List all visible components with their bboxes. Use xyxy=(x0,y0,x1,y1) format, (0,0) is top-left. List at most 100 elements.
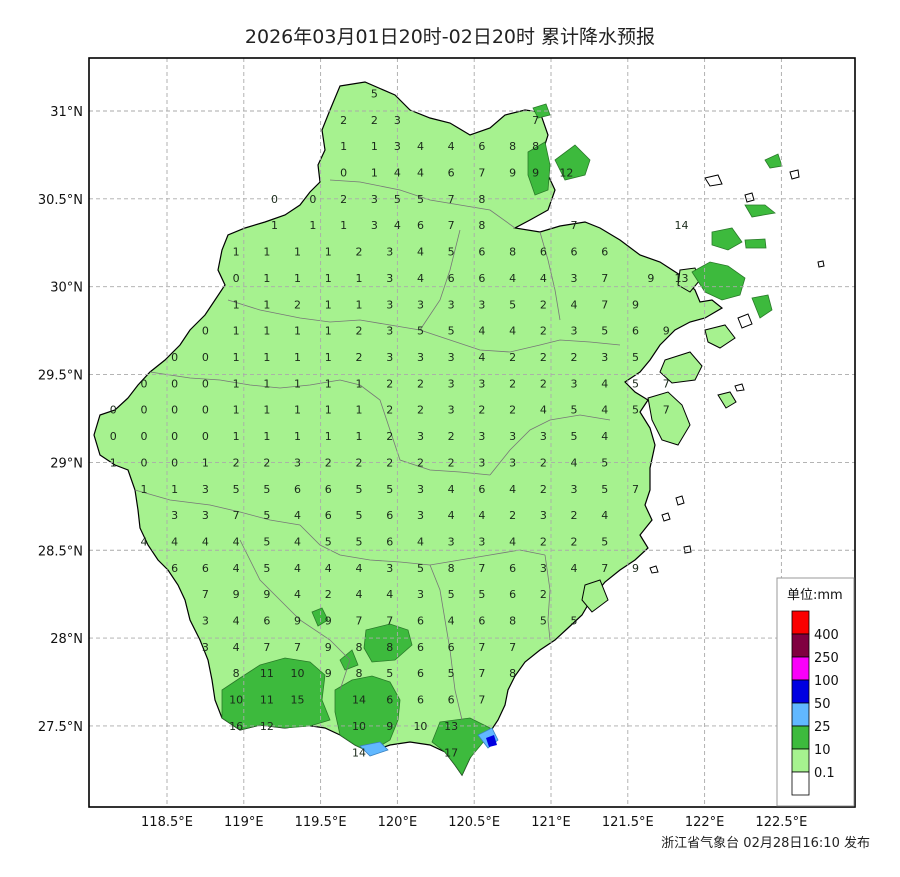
lon-label: 119.5°E xyxy=(295,815,347,830)
station-value: 6 xyxy=(263,615,270,628)
lon-label: 121.5°E xyxy=(602,815,654,830)
station-value: 6 xyxy=(386,509,393,522)
station-value: 6 xyxy=(386,694,393,707)
station-value: 1 xyxy=(294,351,301,364)
station-value: 6 xyxy=(386,535,393,548)
station-value: 3 xyxy=(478,430,485,443)
legend-swatch xyxy=(791,725,810,750)
station-value: 2 xyxy=(386,456,393,469)
map-frame xyxy=(88,57,856,808)
station-value: 2 xyxy=(325,456,332,469)
station-value: 9 xyxy=(632,562,639,575)
station-value: 5 xyxy=(632,377,639,390)
station-value: 3 xyxy=(540,509,547,522)
islands xyxy=(581,267,737,613)
station-value: 3 xyxy=(371,193,378,206)
station-value: 0 xyxy=(110,430,117,443)
station-value: 3 xyxy=(571,483,578,496)
station-value: 8 xyxy=(509,615,516,628)
station-value: 1 xyxy=(325,246,332,259)
station-value: 0 xyxy=(140,456,147,469)
legend-swatch xyxy=(791,610,810,635)
station-value: 1 xyxy=(263,298,270,311)
station-value: 2 xyxy=(371,114,378,127)
station-value: 3 xyxy=(417,588,424,601)
station-value: 7 xyxy=(478,166,485,179)
station-value: 1 xyxy=(233,351,240,364)
station-value: 5 xyxy=(448,667,455,680)
station-value: 4 xyxy=(509,535,516,548)
station-value: 1 xyxy=(371,140,378,153)
longitude-labels: 118.5°E 119°E 119.5°E 120°E 120.5°E 121°E 121.… xyxy=(141,815,807,830)
station-value: 4 xyxy=(601,377,608,390)
lat-label: 29°N xyxy=(50,456,83,471)
lat-label: 30.5°N xyxy=(38,193,83,208)
station-value: 6 xyxy=(540,246,547,259)
legend-swatch xyxy=(791,771,810,796)
station-value: 0 xyxy=(309,193,316,206)
station-value: 4 xyxy=(448,140,455,153)
legend-label: 10 xyxy=(814,743,831,758)
station-value: 1 xyxy=(294,430,301,443)
station-value: 1 xyxy=(233,404,240,417)
station-value: 1 xyxy=(233,246,240,259)
station-value: 8 xyxy=(356,667,363,680)
legend-label: 400 xyxy=(814,628,839,643)
station-value: 3 xyxy=(571,272,578,285)
station-value: 2 xyxy=(417,377,424,390)
station-value: 3 xyxy=(294,456,301,469)
station-value: 1 xyxy=(263,351,270,364)
station-value: 3 xyxy=(448,377,455,390)
station-value: 1 xyxy=(294,325,301,338)
legend-swatch xyxy=(791,633,810,658)
station-value: 4 xyxy=(356,588,363,601)
station-value: 6 xyxy=(417,641,424,654)
station-value: 2 xyxy=(340,193,347,206)
lon-label: 121°E xyxy=(531,815,571,830)
legend-swatch xyxy=(791,702,810,727)
station-value: 3 xyxy=(601,351,608,364)
station-value: 6 xyxy=(571,246,578,259)
station-value: 2 xyxy=(448,430,455,443)
station-value: 0 xyxy=(202,430,209,443)
station-value: 4 xyxy=(386,588,393,601)
station-value: 1 xyxy=(356,272,363,285)
station-value: 5 xyxy=(448,325,455,338)
station-value: 8 xyxy=(509,140,516,153)
station-value: 5 xyxy=(263,535,270,548)
station-value: 4 xyxy=(294,535,301,548)
station-value: 0 xyxy=(202,351,209,364)
station-value: 4 xyxy=(448,483,455,496)
small-islands xyxy=(649,169,825,574)
station-value: 5 xyxy=(356,509,363,522)
station-value: 4 xyxy=(509,325,516,338)
station-value: 4 xyxy=(478,325,485,338)
station-value: 6 xyxy=(478,140,485,153)
station-value: 9 xyxy=(325,641,332,654)
station-value: 0 xyxy=(202,404,209,417)
station-value: 5 xyxy=(478,588,485,601)
station-value: 1 xyxy=(294,377,301,390)
station-value: 1 xyxy=(263,377,270,390)
station-value: 6 xyxy=(171,562,178,575)
station-value: 5 xyxy=(509,298,516,311)
station-value: 5 xyxy=(356,535,363,548)
lat-label: 30°N xyxy=(50,281,83,296)
station-value: 9 xyxy=(294,615,301,628)
station-value: 2 xyxy=(386,377,393,390)
station-value: 2 xyxy=(540,351,547,364)
station-value: 3 xyxy=(417,430,424,443)
station-value: 1 xyxy=(263,272,270,285)
station-value: 2 xyxy=(540,535,547,548)
station-value: 3 xyxy=(386,325,393,338)
lon-label: 119°E xyxy=(224,815,264,830)
station-value: 1 xyxy=(263,325,270,338)
station-value: 4 xyxy=(233,615,240,628)
station-value: 4 xyxy=(394,166,401,179)
station-value: 0 xyxy=(110,404,117,417)
station-value: 2 xyxy=(478,404,485,417)
station-value: 3 xyxy=(478,535,485,548)
station-value: 6 xyxy=(509,562,516,575)
station-value: 3 xyxy=(478,298,485,311)
station-value: 7 xyxy=(478,641,485,654)
